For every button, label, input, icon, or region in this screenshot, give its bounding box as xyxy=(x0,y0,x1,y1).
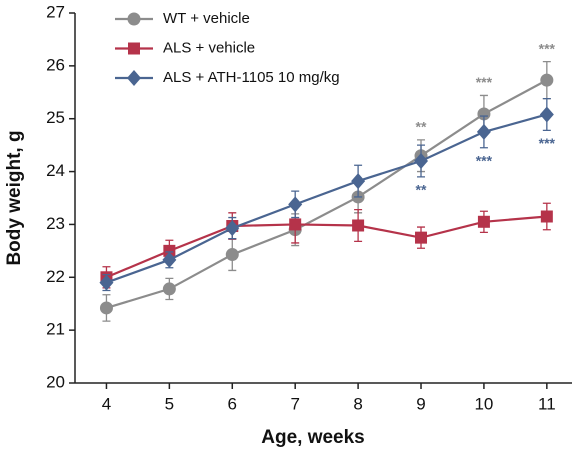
marker xyxy=(352,219,365,232)
marker xyxy=(288,196,303,213)
y-tick-label: 20 xyxy=(46,372,65,391)
y-tick-label: 27 xyxy=(46,2,65,21)
y-tick-label: 23 xyxy=(46,214,65,233)
significance-label: ** xyxy=(416,182,427,198)
marker xyxy=(539,106,554,123)
marker xyxy=(163,244,176,257)
legend-label: WT + vehicle xyxy=(163,10,250,27)
x-tick-label: 7 xyxy=(290,394,299,413)
series-line xyxy=(106,113,548,284)
series-line xyxy=(106,79,548,309)
series-line xyxy=(106,215,547,279)
x-tick-label: 6 xyxy=(228,394,237,413)
y-tick-label: 22 xyxy=(46,267,65,286)
marker xyxy=(477,107,491,121)
marker xyxy=(477,215,490,228)
y-tick-label: 21 xyxy=(46,320,65,339)
marker xyxy=(99,301,113,315)
significance-label: *** xyxy=(539,40,556,56)
marker xyxy=(99,274,114,291)
marker xyxy=(162,251,177,268)
significance-label: *** xyxy=(539,135,556,151)
x-tick-label: 4 xyxy=(102,394,111,413)
marker xyxy=(225,248,239,262)
marker xyxy=(162,282,176,296)
marker xyxy=(476,123,491,140)
marker xyxy=(414,153,429,169)
x-tick-label: 10 xyxy=(474,394,493,413)
marker xyxy=(127,70,141,86)
marker xyxy=(127,12,141,26)
marker xyxy=(128,42,140,55)
legend-label: ALS + ATH-1105 10 mg/kg xyxy=(163,69,340,86)
significance-label: ** xyxy=(416,119,427,135)
significance-label: *** xyxy=(476,74,493,90)
y-axis-label: Body weight, g xyxy=(4,130,25,265)
marker xyxy=(540,73,554,87)
legend-label: ALS + vehicle xyxy=(163,39,255,56)
marker xyxy=(225,220,240,237)
y-tick-label: 25 xyxy=(46,108,65,127)
marker xyxy=(540,210,553,223)
significance-label: *** xyxy=(476,152,493,168)
x-tick-label: 8 xyxy=(353,394,362,413)
x-axis-label: Age, weeks xyxy=(261,427,365,448)
x-tick-label: 5 xyxy=(165,394,174,413)
marker xyxy=(289,218,302,231)
x-tick-label: 11 xyxy=(538,394,556,413)
y-tick-label: 26 xyxy=(46,55,65,74)
y-tick-label: 24 xyxy=(46,161,65,180)
marker xyxy=(351,173,366,190)
marker xyxy=(415,231,428,244)
x-tick-label: 9 xyxy=(416,394,425,413)
